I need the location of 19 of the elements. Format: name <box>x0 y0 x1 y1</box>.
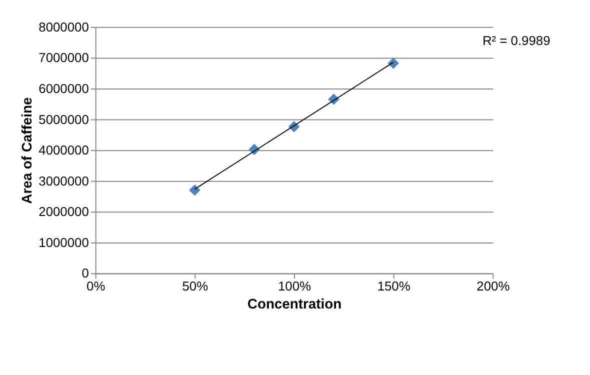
y-tick-label: 4000000 <box>38 142 89 158</box>
point <box>189 184 200 196</box>
x-axis-title: Concentration <box>247 296 342 312</box>
y-tick-label: 6000000 <box>38 80 89 96</box>
annotation: R² = 0.9989 <box>482 32 550 48</box>
y-tick-label: 8000000 <box>38 19 89 34</box>
y-tick-label: 5000000 <box>38 112 89 127</box>
x-tick-label: 150% <box>377 278 411 294</box>
y-tick-label: 3000000 <box>38 173 89 188</box>
x-tick-label: 0% <box>86 278 106 294</box>
y-tick-label: 7000000 <box>38 50 89 66</box>
x-tick-label: 50% <box>182 278 209 294</box>
x-tick-label: 200% <box>476 278 510 294</box>
y-tick-label: 0 <box>82 266 89 281</box>
y-tick-label: 2000000 <box>38 204 89 220</box>
x-tick-label: 100% <box>278 278 312 294</box>
y-axis-title: Area of Caffeine <box>18 97 35 204</box>
point <box>388 58 399 69</box>
y-tick-label: 1000000 <box>38 234 89 250</box>
